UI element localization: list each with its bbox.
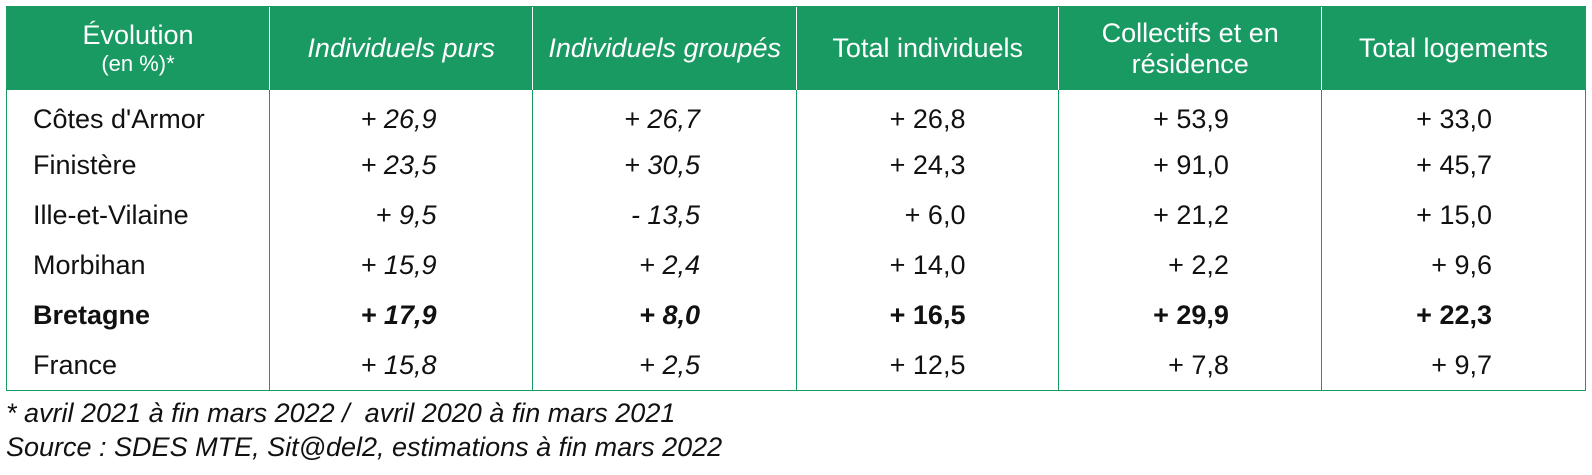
- row-label: Ille-et-Vilaine: [33, 199, 189, 230]
- table-cell: + 26,8: [795, 90, 1059, 140]
- table-cell: + 6,0: [795, 190, 1059, 240]
- column-header-total-individuels: Total individuels: [795, 7, 1059, 90]
- row-label: Finistère: [33, 149, 137, 180]
- table-cell: + 2,2: [1058, 240, 1322, 290]
- table-cell: + 15,8: [268, 340, 533, 390]
- table-cell: + 26,9: [268, 90, 533, 140]
- table-cell: + 9,5: [268, 190, 533, 240]
- table-row: Morbihan + 15,9 + 2,4 + 14,0 + 2,2 + 9,6: [7, 240, 1585, 290]
- table-cell: + 15,0: [1320, 190, 1585, 240]
- table-cell: + 14,0: [795, 240, 1059, 290]
- row-label: France: [33, 349, 118, 380]
- table-cell: + 9,7: [1320, 340, 1585, 390]
- table-cell: + 53,9: [1058, 90, 1322, 140]
- column-header-label: Évolution: [82, 20, 194, 50]
- table-cell: + 12,5: [795, 340, 1059, 390]
- table-cell: + 9,6: [1320, 240, 1585, 290]
- row-label: Morbihan: [33, 249, 146, 280]
- table-cell: + 33,0: [1320, 90, 1585, 140]
- table-cell: + 26,7: [532, 90, 797, 140]
- table-cell: + 16,5: [795, 290, 1059, 340]
- housing-evolution-table: Évolution (en %)* Individuels purs Indiv…: [7, 7, 1585, 390]
- column-header-evolution: Évolution (en %)*: [7, 7, 270, 90]
- source-note: Source : SDES MTE, Sit@del2, estimations…: [6, 432, 723, 462]
- data-table-container: Évolution (en %)* Individuels purs Indiv…: [6, 6, 1586, 391]
- column-header-individuels-purs: Individuels purs: [268, 7, 533, 90]
- table-row-total: Bretagne + 17,9 + 8,0 + 16,5 + 29,9 + 22…: [7, 290, 1585, 340]
- table-row: France + 15,8 + 2,5 + 12,5 + 7,8 + 9,7: [7, 340, 1585, 390]
- table-cell: + 2,5: [532, 340, 797, 390]
- table-row: Ille-et-Vilaine + 9,5 - 13,5 + 6,0 + 21,…: [7, 190, 1585, 240]
- table-cell: + 24,3: [795, 140, 1059, 190]
- table-cell: + 17,9: [268, 290, 533, 340]
- row-label: Côtes d'Armor: [33, 103, 205, 134]
- table-cell: + 22,3: [1320, 290, 1585, 340]
- table-cell: + 30,5: [532, 140, 797, 190]
- table-cell: + 21,2: [1058, 190, 1322, 240]
- column-header-total-logements: Total logements: [1320, 7, 1585, 90]
- table-cell: + 91,0: [1058, 140, 1322, 190]
- column-header-individuels-groupes: Individuels groupés: [532, 7, 797, 90]
- table-cell: + 7,8: [1058, 340, 1322, 390]
- header-row: Évolution (en %)* Individuels purs Indiv…: [7, 7, 1585, 90]
- table-cell: + 23,5: [268, 140, 533, 190]
- table-cell: + 8,0: [532, 290, 797, 340]
- table-row: Finistère + 23,5 + 30,5 + 24,3 + 91,0 + …: [7, 140, 1585, 190]
- table-cell: + 15,9: [268, 240, 533, 290]
- column-header-sublabel: (en %)*: [101, 51, 175, 76]
- row-label: Bretagne: [33, 299, 151, 330]
- table-cell: + 29,9: [1058, 290, 1322, 340]
- footnotes: * avril 2021 à fin mars 2022 / avril 202…: [6, 396, 722, 464]
- table-cell: + 2,4: [532, 240, 797, 290]
- period-note: * avril 2021 à fin mars 2022 / avril 202…: [6, 398, 676, 428]
- table-row: Côtes d'Armor + 26,9 + 26,7 + 26,8 + 53,…: [7, 90, 1585, 140]
- column-header-collectifs: Collectifs et en résidence: [1058, 7, 1322, 90]
- table-cell: - 13,5: [532, 190, 797, 240]
- table-cell: + 45,7: [1320, 140, 1585, 190]
